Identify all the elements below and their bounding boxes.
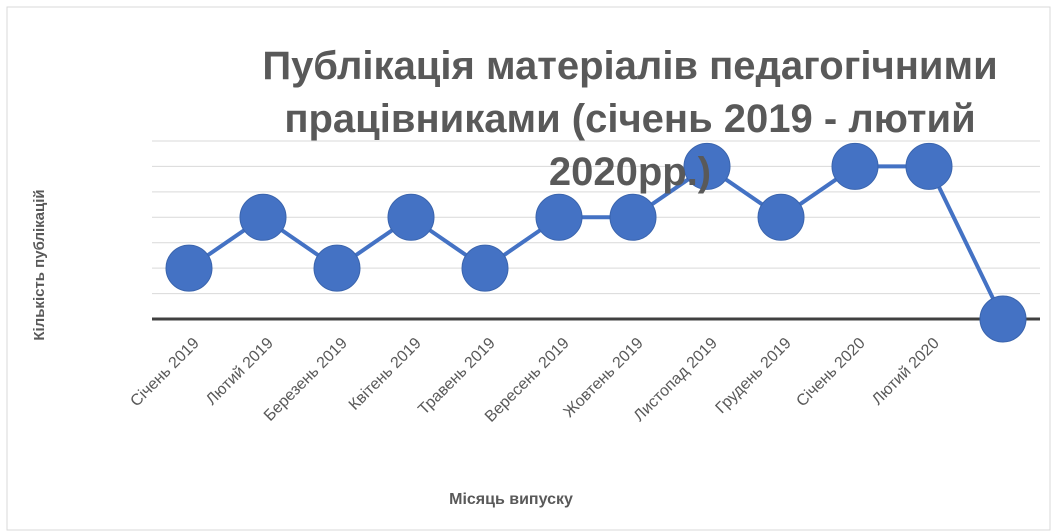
title-box: Публікація матеріалів педагогічними прац… [262, 44, 998, 194]
marker [683, 142, 731, 190]
marker [313, 244, 361, 292]
marker [905, 142, 953, 190]
y-axis-label: Кількість публікацій [31, 189, 48, 340]
marker [609, 193, 657, 241]
marker [757, 193, 805, 241]
marker [535, 193, 583, 241]
marker [239, 193, 287, 241]
marker [831, 142, 879, 190]
marker [387, 193, 435, 241]
marker [461, 244, 509, 292]
marker [165, 244, 213, 292]
chart-title: Публікація матеріалів педагогічними прац… [262, 44, 998, 194]
marker [979, 295, 1027, 343]
x-axis-label: Місяць випуску [449, 491, 573, 508]
